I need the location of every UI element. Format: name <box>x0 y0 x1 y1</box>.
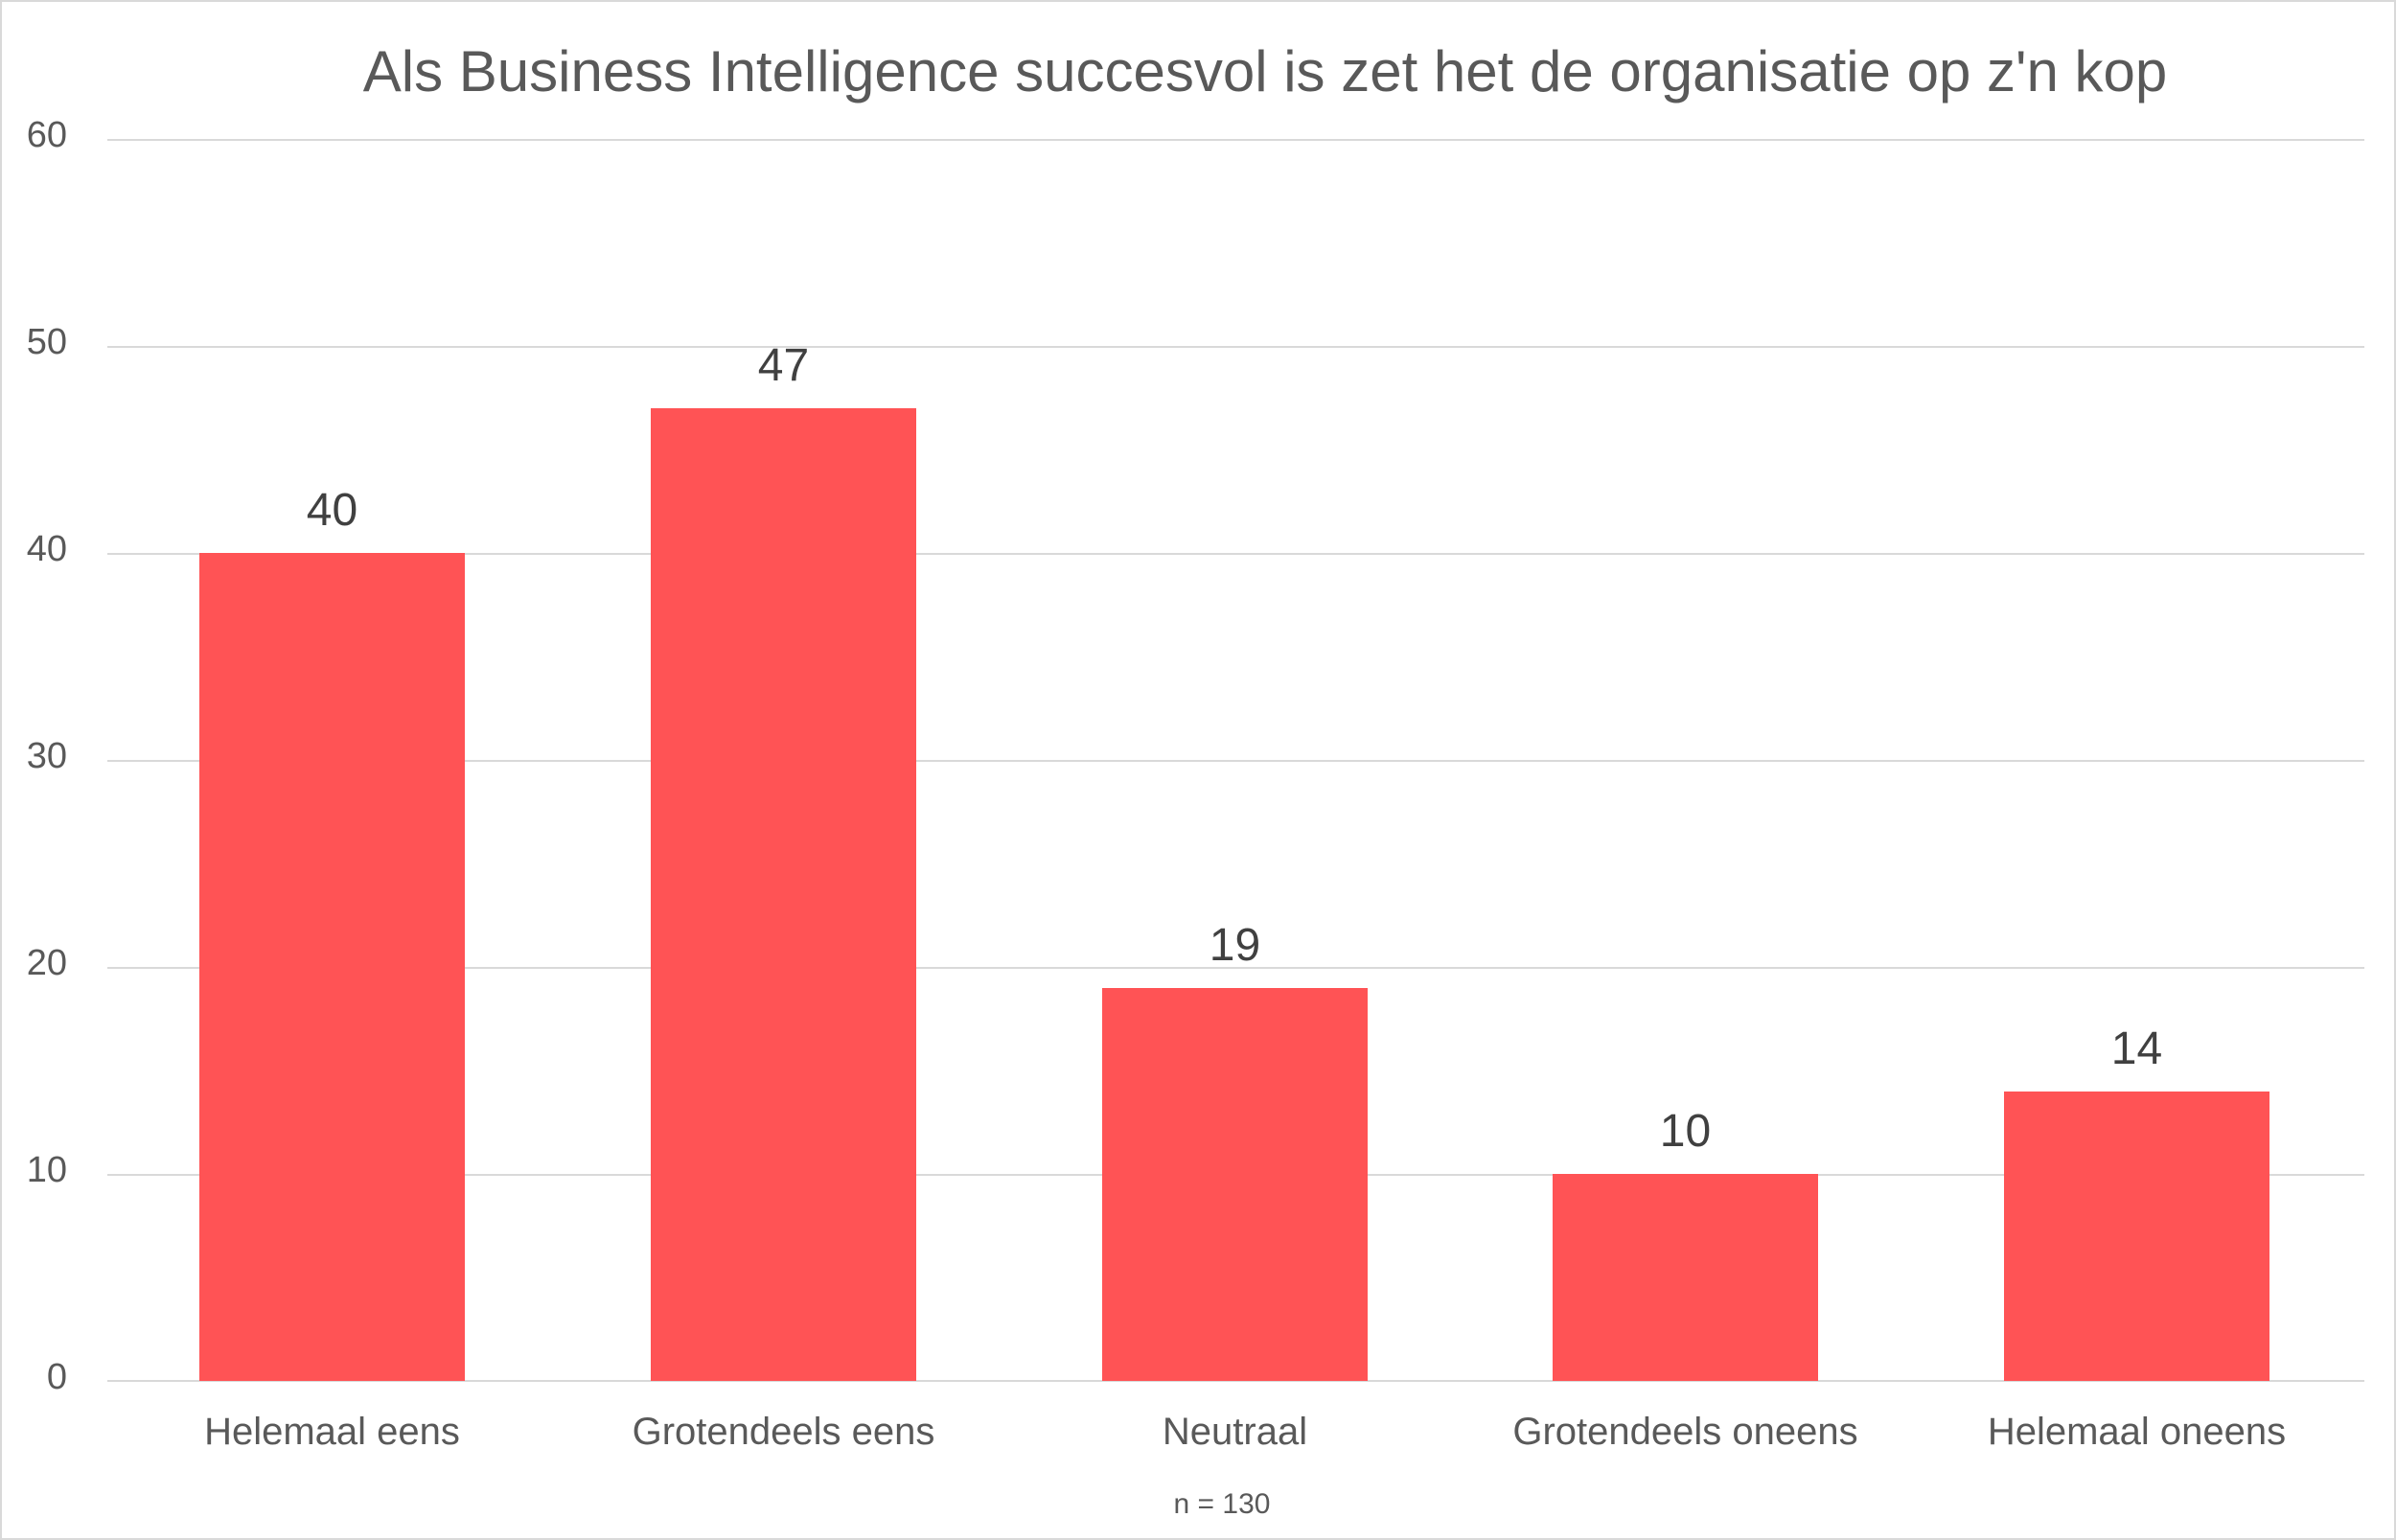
bar-neutraal <box>1102 988 1368 1381</box>
y-tick-40: 40 <box>26 529 67 569</box>
gridline-30 <box>107 760 2364 762</box>
y-tick-20: 20 <box>26 943 67 983</box>
bar-grotendeels-eens <box>651 408 916 1381</box>
x-label-neutraal: Neutraal <box>1162 1411 1308 1453</box>
x-label-grotendeels-oneens: Grotendeels oneens <box>1512 1411 1858 1453</box>
gridline-50 <box>107 346 2364 348</box>
plot-area: 40 47 19 10 14 <box>107 139 2364 1382</box>
x-label-helemaal-eens: Helemaal eens <box>204 1411 460 1453</box>
data-label-grotendeels-oneens: 10 <box>1659 1106 1712 1157</box>
gridline-20 <box>107 967 2364 969</box>
data-label-helemaal-oneens: 14 <box>2110 1023 2163 1074</box>
y-tick-50: 50 <box>26 322 67 362</box>
y-tick-60: 60 <box>26 115 67 155</box>
chart-title: Als Business Intelligence succesvol is z… <box>362 39 2168 103</box>
sample-size-note: n = 130 <box>1173 1488 1271 1520</box>
bar-grotendeels-oneens <box>1553 1174 1818 1381</box>
y-tick-10: 10 <box>26 1150 67 1190</box>
y-tick-0: 0 <box>46 1357 67 1397</box>
y-tick-30: 30 <box>26 736 67 776</box>
data-label-grotendeels-eens: 47 <box>757 340 810 391</box>
data-label-neutraal: 19 <box>1209 920 1261 971</box>
gridline-40 <box>107 553 2364 555</box>
x-label-helemaal-oneens: Helemaal oneens <box>1987 1411 2287 1453</box>
data-label-helemaal-eens: 40 <box>306 485 358 536</box>
bar-helemaal-eens <box>199 553 465 1381</box>
bar-helemaal-oneens <box>2004 1092 2269 1381</box>
x-label-grotendeels-eens: Grotendeels eens <box>632 1411 935 1453</box>
x-axis-line <box>107 1380 2364 1382</box>
gridline-60 <box>107 139 2364 141</box>
